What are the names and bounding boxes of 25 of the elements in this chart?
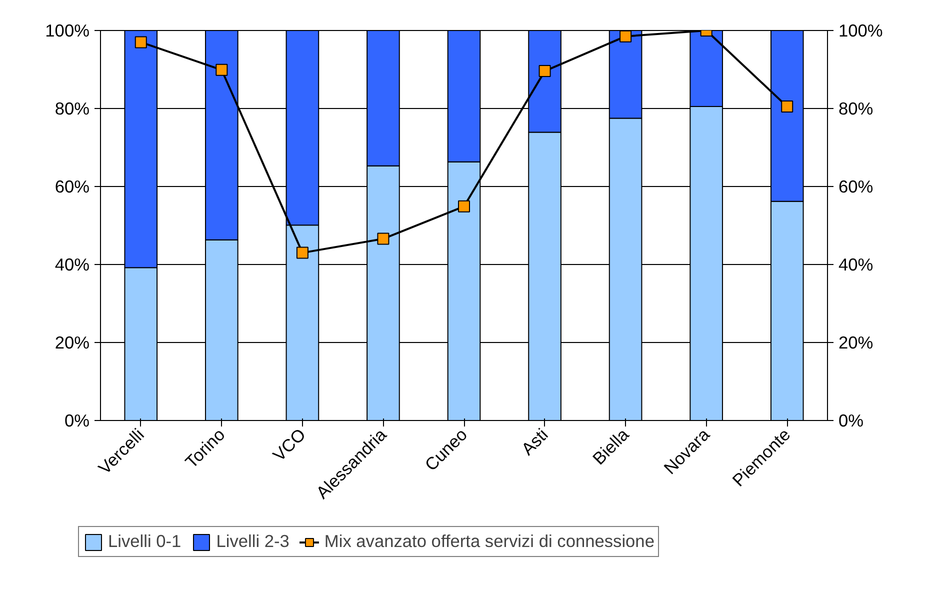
point [458,200,470,212]
y-tick-label: 0% [64,410,90,430]
y-tick-label: 20% [54,332,90,352]
x-tick-label: VCO [268,424,310,466]
y2-tick-label: 40% [838,254,874,274]
y2-tick-label: 20% [838,332,874,352]
legend-label: Mix avanzato offerta servizi di connessione [324,531,654,552]
x-tick-label: Asti [517,424,552,459]
legend-label: Livelli 2-3 [216,531,290,552]
y-tick-label: 80% [54,98,90,118]
point [620,30,632,42]
legend-label: Livelli 0-1 [108,531,182,552]
point [216,64,228,76]
y2-tick-label: 100% [838,20,883,40]
point [296,246,308,259]
point [377,232,390,245]
y2-tick-label: 0% [838,410,864,430]
y-tick-label: 60% [54,176,90,196]
point [134,36,147,48]
y2-tick-label: 60% [838,176,874,196]
y2-tick-label: 80% [838,98,874,118]
point [781,100,794,113]
y-tick-label: 40% [54,254,90,274]
y-tick-label: 100% [45,20,90,40]
point [538,65,551,78]
